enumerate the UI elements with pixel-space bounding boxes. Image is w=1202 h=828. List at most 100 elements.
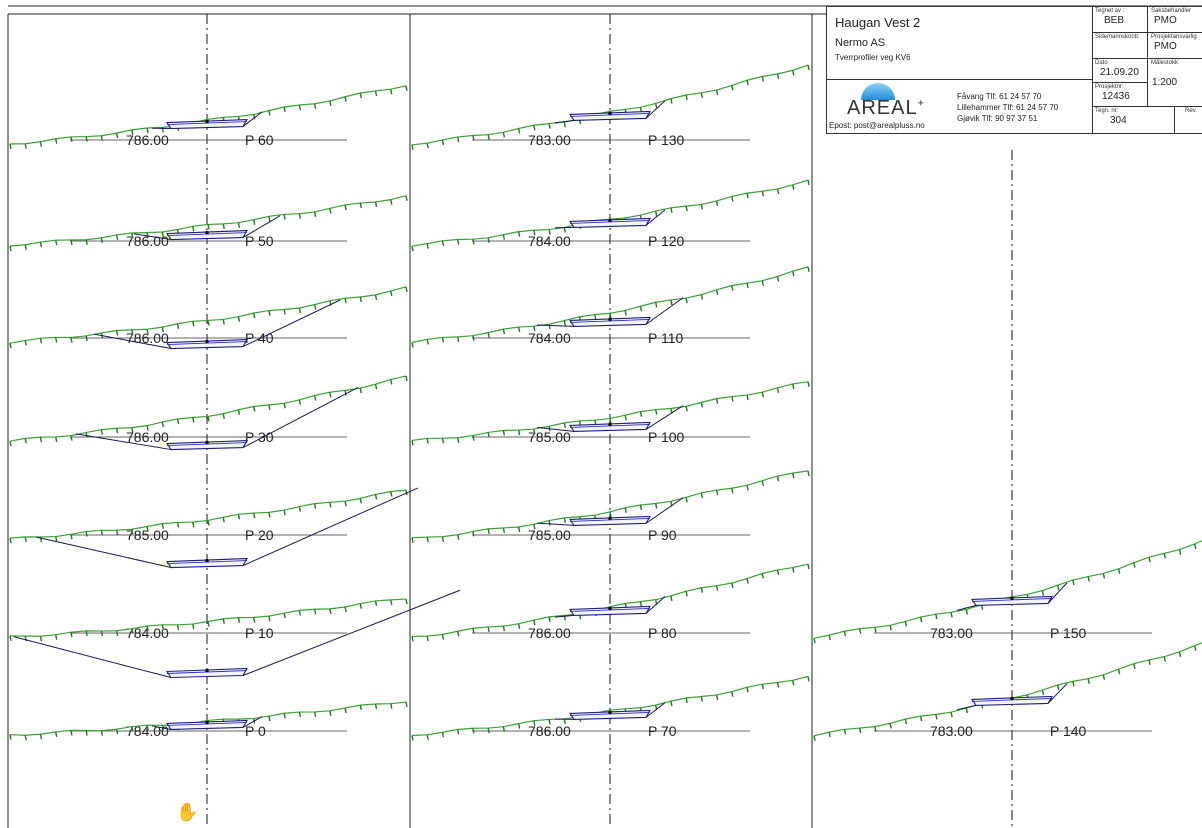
terrain-tick	[329, 710, 332, 716]
terrain-tick	[85, 335, 88, 342]
terrain-tick	[115, 530, 119, 536]
elevation-label: 783.00	[930, 723, 973, 739]
terrain-tick	[192, 226, 195, 232]
drawn-by-value: BEB	[1104, 15, 1125, 26]
terrain-tick	[426, 143, 429, 149]
left-slope	[93, 333, 172, 350]
terrain-tick	[9, 441, 12, 447]
terrain-tick	[904, 621, 908, 627]
office-gjovik: Gjøvik Tlf: 90 97 37 51	[957, 114, 1038, 123]
terrain-tick	[329, 502, 332, 508]
terrain-tick	[517, 326, 521, 333]
terrain-tick	[237, 514, 241, 520]
terrain-tick	[237, 316, 241, 322]
profile-p-110: 784.00 P 110	[411, 266, 810, 348]
terrain-tick	[685, 591, 688, 597]
terrain-line	[813, 642, 1202, 737]
centerline-point	[205, 558, 209, 563]
terrain-tick	[1148, 557, 1151, 563]
terrain-tick	[776, 73, 780, 80]
terrain-tick	[828, 634, 831, 641]
terrain-tick	[807, 676, 810, 682]
terrain-tick	[115, 428, 119, 434]
terrain-tick	[374, 201, 378, 208]
terrain-tick	[533, 619, 536, 626]
terrain-tick	[192, 321, 195, 327]
terrain-tick	[502, 328, 506, 335]
terrain-tick	[548, 123, 551, 129]
terrain-tick	[670, 299, 673, 306]
terrain-tick	[85, 432, 88, 438]
terrain-tick	[313, 711, 317, 718]
terrain-tick	[411, 440, 414, 446]
terrain-tick	[807, 179, 810, 186]
terrain-tick	[176, 624, 180, 630]
terrain-tick	[776, 387, 780, 393]
centerline-point	[205, 668, 209, 673]
terrain-tick	[390, 379, 393, 385]
terrain-tick	[55, 731, 58, 738]
terrain-tick	[807, 266, 810, 273]
terrain-tick	[344, 501, 347, 507]
terrain-tick	[313, 395, 317, 401]
hand-pan-icon[interactable]: ✋	[176, 802, 199, 822]
project-no-value: 12436	[1102, 91, 1130, 102]
right-slope	[242, 111, 263, 127]
terrain-tick	[313, 503, 317, 509]
centerline-point	[608, 218, 612, 223]
terrain-tick	[1178, 549, 1182, 555]
elevation-label: 786.00	[126, 233, 169, 249]
terrain-tick	[313, 211, 317, 218]
left-slope	[536, 324, 575, 327]
terrain-tick	[131, 529, 134, 535]
terrain-tick	[253, 512, 256, 519]
terrain-tick	[502, 527, 506, 534]
right-slope	[242, 387, 359, 449]
terrain-tick	[405, 701, 408, 708]
left-slope	[35, 536, 172, 569]
terrain-tick	[472, 531, 475, 537]
terrain-tick	[207, 224, 210, 230]
terrain-tick	[517, 128, 521, 134]
terrain-tick	[533, 428, 536, 435]
terrain-tick	[100, 630, 104, 637]
terrain-tick	[70, 435, 73, 441]
scale-value: 1:200	[1152, 77, 1178, 88]
terrain-tick	[441, 139, 445, 146]
terrain-tick	[9, 245, 12, 252]
terrain-tick	[85, 531, 88, 537]
terrain-tick	[533, 524, 536, 530]
terrain-tick	[329, 100, 332, 107]
terrain-tick	[298, 711, 302, 718]
terrain-tick	[100, 730, 104, 736]
terrain-tick	[761, 480, 764, 486]
terrain-tick	[761, 76, 764, 82]
terrain-tick	[115, 330, 119, 336]
terrain-tick	[146, 329, 149, 335]
station-label: P 50	[245, 233, 274, 249]
terrain-tick	[283, 510, 286, 516]
terrain-tick	[761, 392, 764, 398]
side-check-cell: Sidemannskontr.	[1092, 33, 1148, 59]
drawing-no-caption: Tegn. nr:	[1095, 108, 1119, 114]
terrain-tick	[731, 396, 734, 402]
terrain-tick	[715, 289, 719, 295]
terrain-tick	[253, 406, 256, 412]
terrain-tick	[457, 136, 460, 143]
elevation-label: 784.00	[528, 330, 571, 346]
terrain-tick	[1057, 585, 1060, 591]
terrain-tick	[359, 498, 362, 504]
elevation-label: 783.00	[528, 132, 571, 148]
station-label: P 120	[648, 233, 685, 249]
station-label: P 20	[245, 527, 274, 543]
terrain-tick	[161, 624, 164, 630]
terrain-tick	[457, 729, 460, 735]
station-label: P 130	[648, 132, 685, 148]
terrain-tick	[283, 214, 286, 220]
terrain-tick	[1072, 579, 1075, 586]
terrain-tick	[776, 682, 780, 688]
left-slope	[75, 433, 172, 451]
terrain-tick	[533, 125, 536, 131]
elevation-label: 786.00	[126, 429, 169, 445]
station-label: P 140	[1050, 723, 1087, 739]
